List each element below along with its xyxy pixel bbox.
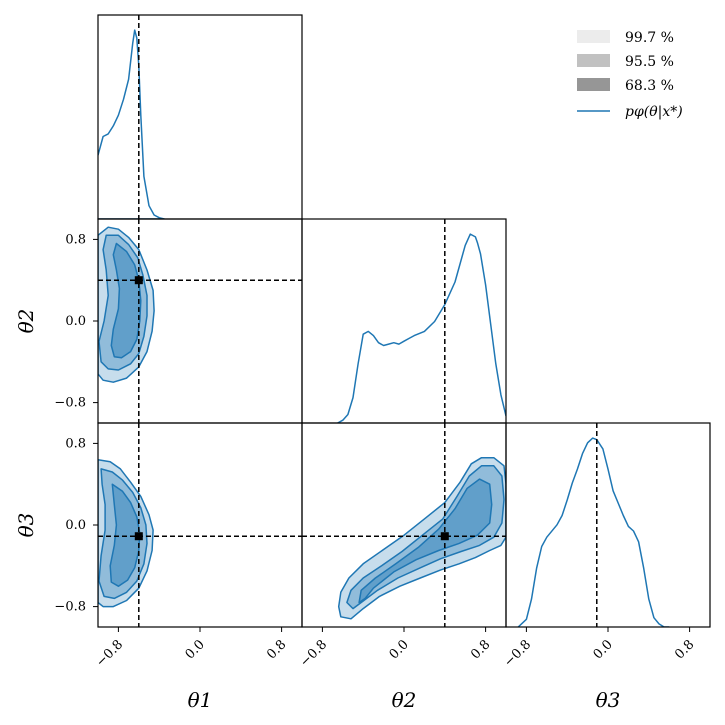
legend: 99.7 % 95.5 % 68.3 % pφ(θ|x*) [577, 30, 683, 120]
legend-swatch-95-5 [577, 54, 610, 67]
panel-frame-1-1 [97, 14, 303, 220]
y-tick-label: 0.0 [65, 314, 86, 329]
contour-955-2-3 [346, 465, 505, 610]
x-axis-label-theta3: θ3 [596, 688, 621, 712]
x-tick-label: 0.8 [468, 637, 493, 662]
y-tick-label: −0.8 [54, 600, 86, 615]
legend-label-95-5: 95.5 % [625, 54, 674, 70]
legend-label-density: pφ(θ|x*) [625, 104, 683, 120]
joint-panel-2-3 [302, 423, 506, 627]
legend-swatch-99-7 [577, 30, 610, 43]
x-tick-label: −0.8 [93, 637, 126, 670]
contour-683-2-3 [358, 478, 493, 604]
x-axis-label-theta1: θ1 [188, 688, 213, 712]
marginal-density-line-2 [337, 233, 506, 423]
joint-panel-1-3 [98, 423, 302, 627]
contour-955-1-2 [98, 234, 148, 371]
contour-683-1-3 [109, 483, 141, 587]
x-tick-label: −0.8 [501, 637, 534, 670]
y-tick-label: 0.8 [65, 436, 86, 451]
x-tick-label: −0.8 [297, 637, 330, 670]
y-tick-label: 0.0 [65, 518, 86, 533]
legend-swatch-68-3 [577, 78, 610, 91]
y-tick-label: 0.8 [65, 232, 86, 247]
truth-marker-1-2 [134, 276, 143, 285]
x-tick-label: 0.0 [387, 637, 412, 662]
x-tick-label: 0.8 [672, 637, 697, 662]
marginal-density-line-3 [517, 437, 670, 627]
contour-683-1-2 [110, 242, 142, 359]
x-tick-label: 0.0 [183, 637, 208, 662]
truth-marker-2-3 [440, 532, 449, 541]
legend-label-68-3: 68.3 % [625, 78, 674, 94]
panels-layer [97, 14, 711, 628]
marginal-panel-1 [98, 15, 166, 219]
x-axis-label-theta2: θ2 [392, 688, 417, 712]
x-tick-label: 0.8 [264, 637, 289, 662]
marginal-panel-3 [517, 423, 670, 627]
truth-marker-1-3 [134, 532, 143, 541]
marginal-panel-2 [337, 219, 506, 423]
marginal-density-line-1 [98, 29, 166, 219]
axis-labels: θ1 θ2 θ3 θ2 θ3 [14, 309, 620, 712]
y-tick-label: −0.8 [54, 396, 86, 411]
panel-frame-3-3 [505, 422, 711, 628]
panel-frame-2-2 [301, 218, 507, 424]
y-axis-label-theta3: θ3 [14, 513, 38, 538]
contour-997-2-3 [337, 456, 506, 620]
legend-label-99-7: 99.7 % [625, 30, 674, 46]
joint-panel-1-2 [98, 219, 302, 423]
y-axis-label-theta2: θ2 [14, 309, 38, 334]
x-tick-label: 0.0 [591, 637, 616, 662]
